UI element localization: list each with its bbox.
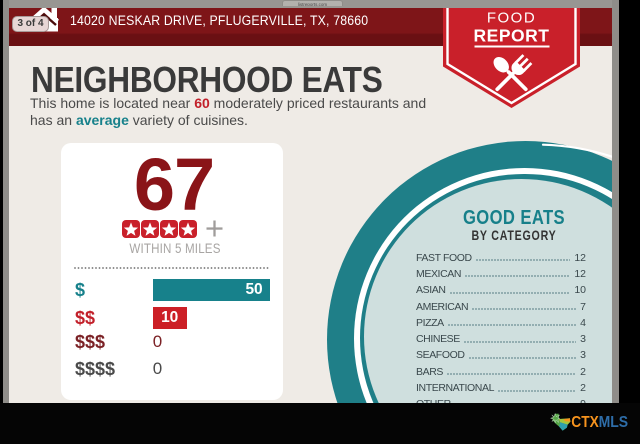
svg-text:MLS: MLS <box>599 414 629 431</box>
svg-text:CTX: CTX <box>571 414 599 431</box>
svg-text:REPORT: REPORT <box>474 26 550 46</box>
svg-text:FOOD: FOOD <box>487 9 536 26</box>
